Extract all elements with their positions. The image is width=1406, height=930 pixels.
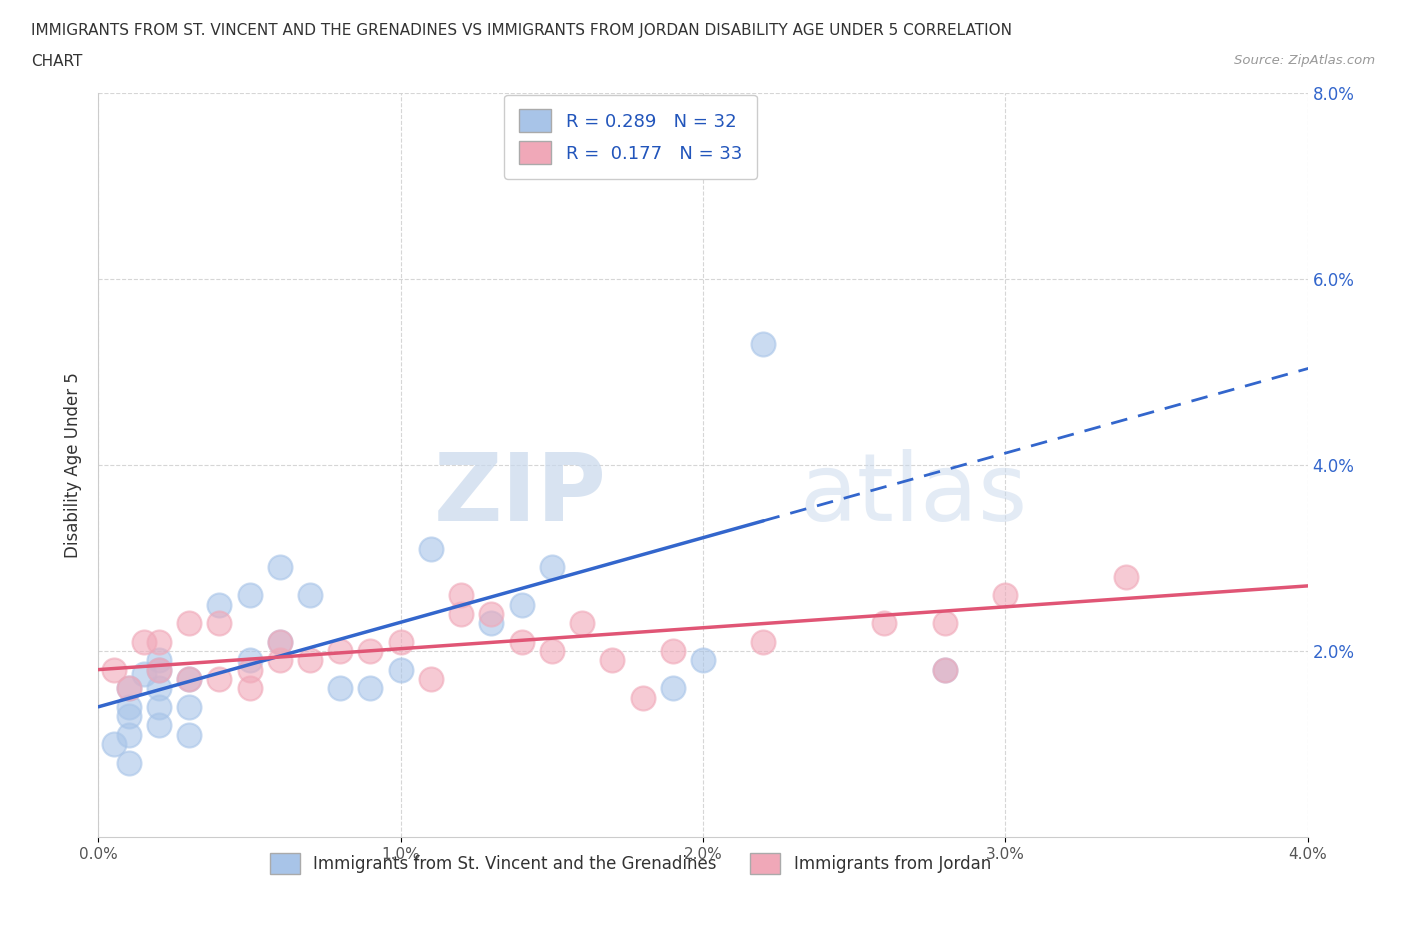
Point [329,681,352,696]
Point [103,737,125,751]
Point [450,606,472,621]
Point [540,560,562,575]
Point [389,662,412,677]
Point [148,653,170,668]
Point [299,588,322,603]
Point [118,699,141,714]
Point [661,644,683,658]
Text: Source: ZipAtlas.com: Source: ZipAtlas.com [1234,54,1375,67]
Point [934,662,956,677]
Text: CHART: CHART [31,54,83,69]
Point [132,634,155,649]
Text: IMMIGRANTS FROM ST. VINCENT AND THE GRENADINES VS IMMIGRANTS FROM JORDAN DISABIL: IMMIGRANTS FROM ST. VINCENT AND THE GREN… [31,23,1012,38]
Point [752,634,775,649]
Point [934,662,956,677]
Point [132,667,155,682]
Point [752,337,775,352]
Point [148,662,170,677]
Point [179,727,201,742]
Legend: Immigrants from St. Vincent and the Grenadines, Immigrants from Jordan: Immigrants from St. Vincent and the Gren… [263,846,997,881]
Point [329,644,352,658]
Point [269,634,291,649]
Point [510,597,533,612]
Point [571,616,593,631]
Point [481,606,503,621]
Point [148,662,170,677]
Point [510,634,533,649]
Point [118,709,141,724]
Point [239,681,262,696]
Point [269,634,291,649]
Point [148,718,170,733]
Point [118,755,141,770]
Point [873,616,896,631]
Point [179,699,201,714]
Point [661,681,683,696]
Point [148,681,170,696]
Point [481,616,503,631]
Point [360,681,382,696]
Point [239,653,262,668]
Point [239,588,262,603]
Point [118,681,141,696]
Point [179,671,201,686]
Point [692,653,714,668]
Point [631,690,654,705]
Point [118,727,141,742]
Point [118,681,141,696]
Point [450,588,472,603]
Point [540,644,562,658]
Point [389,634,412,649]
Point [934,616,956,631]
Point [299,653,322,668]
Point [602,653,624,668]
Point [269,653,291,668]
Y-axis label: Disability Age Under 5: Disability Age Under 5 [63,372,82,558]
Point [239,662,262,677]
Point [208,597,231,612]
Point [103,662,125,677]
Point [208,671,231,686]
Point [179,671,201,686]
Point [148,634,170,649]
Text: atlas: atlas [800,449,1028,540]
Point [179,616,201,631]
Point [1115,569,1137,584]
Text: ZIP: ZIP [433,449,606,540]
Point [148,699,170,714]
Point [994,588,1017,603]
Point [360,644,382,658]
Point [420,541,443,556]
Point [269,560,291,575]
Point [420,671,443,686]
Point [208,616,231,631]
